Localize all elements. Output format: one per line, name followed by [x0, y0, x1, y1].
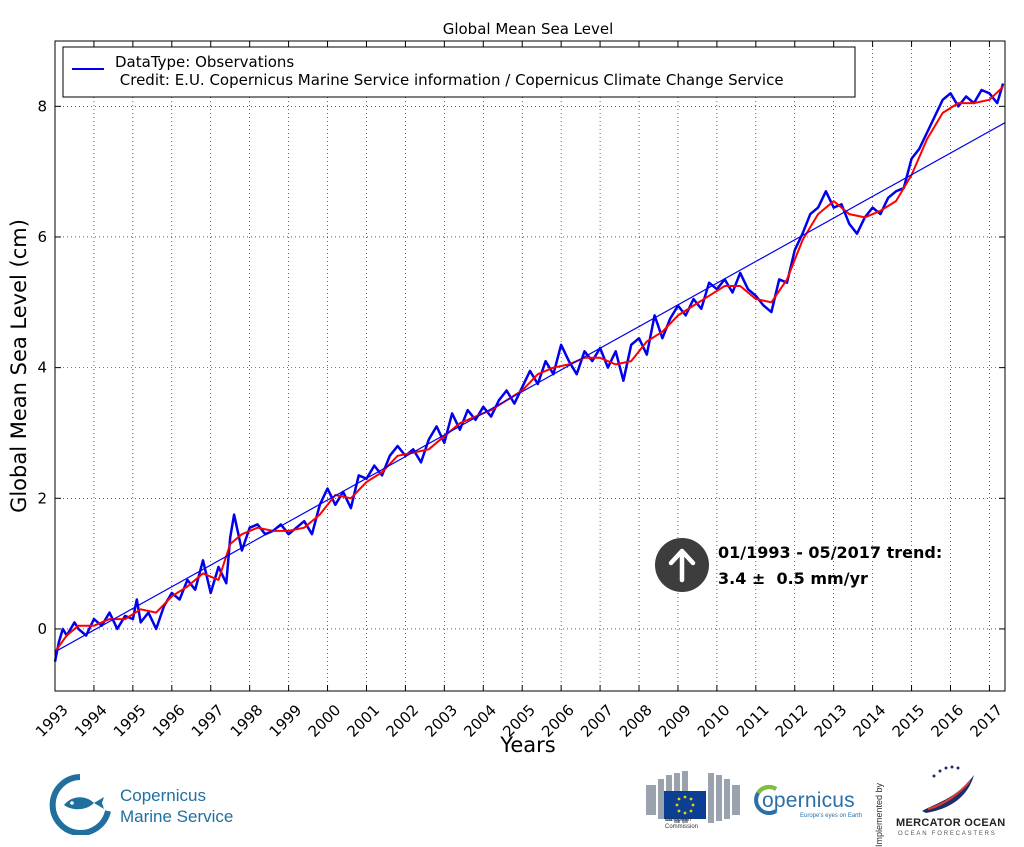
chart-title: Global Mean Sea Level	[443, 20, 614, 38]
y-axis-label: Global Mean Sea Level (cm)	[7, 219, 31, 513]
footer-logos: Copernicus Marine Service European Commi…	[0, 755, 1024, 847]
trend-period: 01/1993 - 05/2017 trend:	[718, 543, 942, 562]
mercator-ocean-logo-icon	[922, 765, 978, 815]
mercator-ocean-subtitle: OCEAN FORECASTERS	[898, 831, 997, 837]
y-tick-label: 4	[37, 359, 47, 377]
european-commission-logo-icon	[646, 771, 740, 823]
legend-entry-observations: DataType: Observations	[115, 53, 294, 71]
trend-line	[54, 122, 1006, 653]
y-axis-ticks: 0 2 4 6 8	[37, 97, 1005, 638]
observations-line	[53, 83, 1005, 662]
y-tick-label: 2	[37, 489, 47, 507]
european-commission-caption: European Commission	[665, 817, 699, 830]
legend: DataType: Observations Credit: E.U. Cope…	[62, 46, 856, 98]
copernicus-logo-text: opernicus	[762, 789, 855, 812]
copernicus-marine-fish-icon	[49, 774, 111, 835]
trend-annotation: 01/1993 - 05/2017 trend: 3.4 ± 0.5 mm/yr	[655, 538, 942, 592]
implemented-by-label: Implemented by	[874, 782, 884, 847]
mercator-ocean-name: MERCATOR OCEAN	[896, 817, 1006, 829]
copernicus-logo-icon	[754, 785, 778, 815]
smoothed-line	[54, 85, 1004, 653]
copernicus-tagline: Europe's eyes on Earth	[800, 813, 863, 819]
y-tick-label: 6	[37, 228, 47, 246]
y-tick-label: 8	[37, 97, 47, 115]
y-tick-label: 0	[37, 620, 47, 638]
series-lines	[53, 83, 1006, 662]
x-axis-label: Years	[499, 733, 555, 757]
plot-frame	[54, 40, 1006, 692]
legend-entry-credit: Credit: E.U. Copernicus Marine Service i…	[115, 71, 784, 89]
trend-value: 3.4 ± 0.5 mm/yr	[718, 569, 868, 588]
copernicus-marine-logo-text: Copernicus Marine Service	[120, 786, 234, 826]
grid-lines	[54, 41, 1005, 691]
